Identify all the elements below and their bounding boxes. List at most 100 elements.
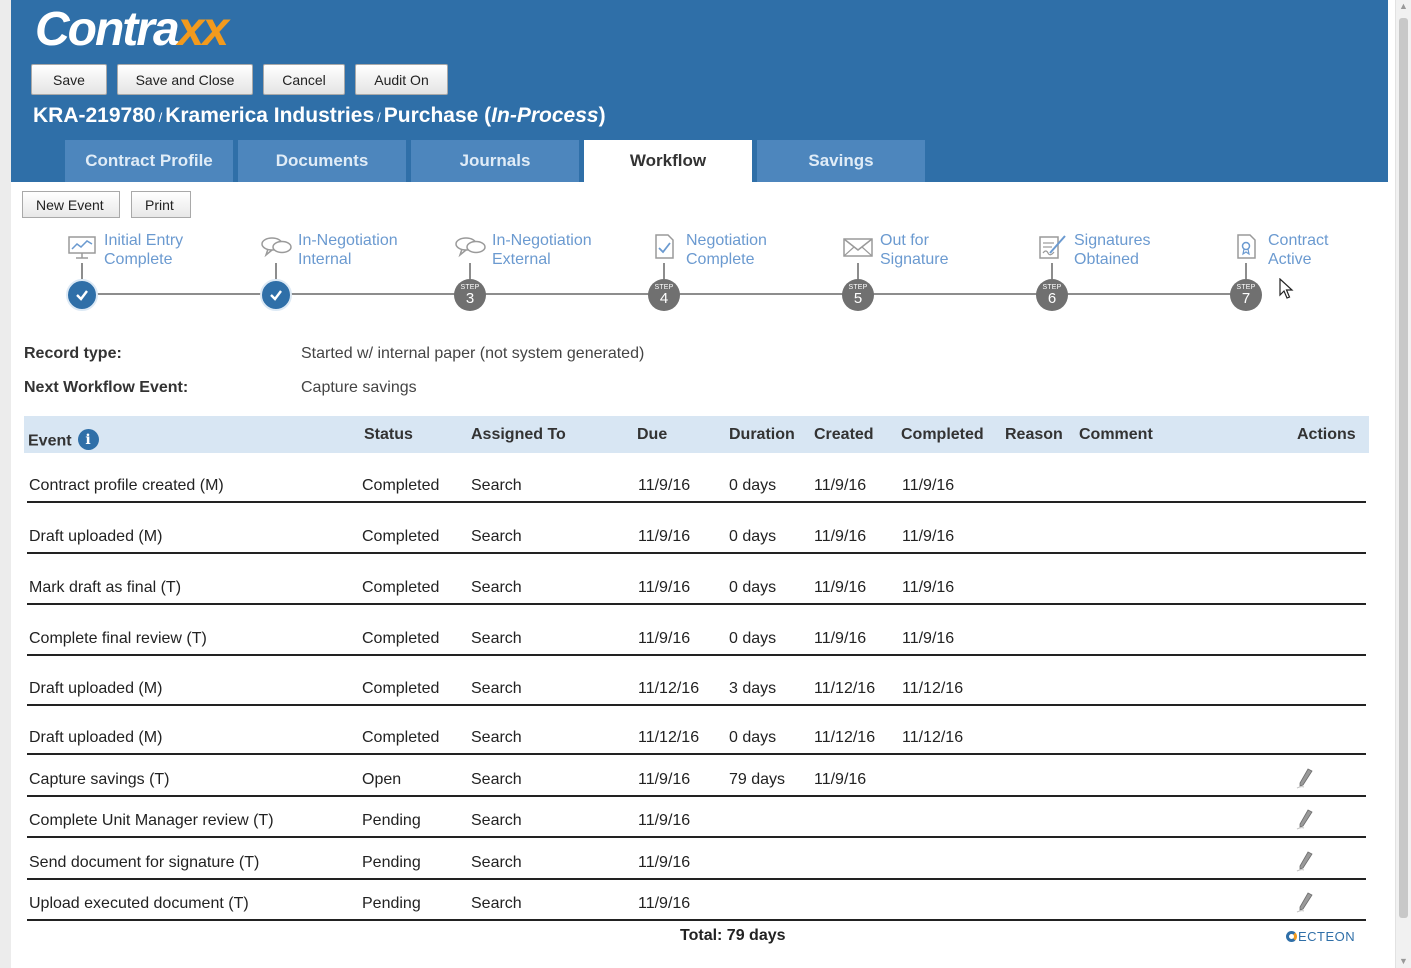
cell-event: Draft uploaded (M) <box>29 528 163 545</box>
save-and-close-button[interactable]: Save and Close <box>117 64 253 95</box>
envelope-icon <box>843 238 873 257</box>
cell-completed: 11/9/16 <box>902 528 955 545</box>
step-stem <box>1245 263 1247 279</box>
table-row: Complete Unit Manager review (T) Pending S… <box>27 797 1366 838</box>
cell-created: 11/9/16 <box>814 579 867 596</box>
table-row: Draft uploaded (M) Completed Search 11/12/1… <box>27 706 1366 755</box>
step-node[interactable] <box>66 279 98 311</box>
cell-duration: 0 days <box>729 477 777 494</box>
cell-duration: 79 days <box>729 771 786 788</box>
edit-pencil-icon[interactable] <box>1295 767 1315 789</box>
record-title: KRA-219780/Kramerica Industries / Purchase… <box>33 104 606 127</box>
header-due[interactable]: Due <box>637 426 668 443</box>
assigned-to-search-link[interactable]: Search <box>471 771 522 788</box>
cell-event: Draft uploaded (M) <box>29 729 163 746</box>
workflow-step-1[interactable]: Initial Entry Complete <box>66 225 286 315</box>
new-event-button[interactable]: New Event <box>22 191 120 218</box>
cell-created: 11/12/16 <box>814 680 876 697</box>
info-icon[interactable]: i <box>77 429 99 450</box>
step-node[interactable]: STEP 7 <box>1230 279 1262 311</box>
cell-status: Completed <box>362 680 440 697</box>
cell-due: 11/9/16 <box>638 528 691 545</box>
scroll-up-icon[interactable]: ▲ <box>1399 1 1408 11</box>
cell-duration: 0 days <box>729 528 777 545</box>
step-node[interactable] <box>260 279 292 311</box>
assigned-to-search-link[interactable]: Search <box>471 729 522 746</box>
assigned-to-search-link[interactable]: Search <box>471 812 522 829</box>
cell-status: Open <box>362 771 402 788</box>
header-completed[interactable]: Completed <box>901 426 984 443</box>
toolbar: Save Save and Close Cancel Audit On <box>31 64 448 95</box>
workflow-step-4[interactable]: Negotiation Complete STEP 4 <box>648 225 868 315</box>
cell-duration: 0 days <box>729 630 777 647</box>
cell-status: Pending <box>362 812 421 829</box>
header-status[interactable]: Status <box>364 426 413 443</box>
assigned-to-search-link[interactable]: Search <box>471 477 522 494</box>
header-reason[interactable]: Reason <box>1005 426 1063 443</box>
cell-created: 11/9/16 <box>814 630 867 647</box>
print-button[interactable]: Print <box>131 191 191 218</box>
assigned-to-search-link[interactable]: Search <box>471 895 522 912</box>
cell-created: 11/9/16 <box>814 477 867 494</box>
assigned-to-search-link[interactable]: Search <box>471 854 522 871</box>
cell-due: 11/12/16 <box>638 729 700 746</box>
chat-bubbles-icon <box>261 237 292 258</box>
cell-completed: 11/12/16 <box>902 729 964 746</box>
tab-workflow[interactable]: Workflow <box>584 140 752 182</box>
workflow-step-3[interactable]: In-Negotiation External STEP 3 <box>454 225 674 315</box>
assigned-to-search-link[interactable]: Search <box>471 630 522 647</box>
workflow-step-6[interactable]: Signatures Obtained STEP 6 <box>1036 225 1256 315</box>
cell-status: Pending <box>362 895 421 912</box>
tab-contract-profile[interactable]: Contract Profile <box>65 140 233 182</box>
tab-journals[interactable]: Journals <box>411 140 579 182</box>
table-row: Draft uploaded (M) Completed Search 11/12/1… <box>27 656 1366 706</box>
step-node[interactable]: STEP 4 <box>648 279 680 311</box>
edit-pencil-icon[interactable] <box>1295 891 1315 913</box>
scrollbar-thumb[interactable] <box>1399 18 1408 918</box>
header-duration[interactable]: Duration <box>729 426 795 443</box>
ecteon-logo: ECTEON <box>1286 929 1355 944</box>
cell-event: Draft uploaded (M) <box>29 680 163 697</box>
contract-icon <box>1237 234 1256 259</box>
step-label: In-Negotiation External <box>492 232 592 268</box>
header-created[interactable]: Created <box>814 426 874 443</box>
cell-completed: 11/9/16 <box>902 630 955 647</box>
workflow-stepper: Initial Entry Complete In-Negotiation Int… <box>0 225 1390 315</box>
audit-toggle-button[interactable]: Audit On <box>355 64 448 95</box>
table-row: Send document for signature (T) Pending Se… <box>27 838 1366 880</box>
workflow-step-2[interactable]: In-Negotiation Internal <box>260 225 480 315</box>
cell-duration: 0 days <box>729 579 777 596</box>
contraxx-logo: Contraxx <box>35 3 229 56</box>
cell-created: 11/12/16 <box>814 729 876 746</box>
assigned-to-search-link[interactable]: Search <box>471 680 522 697</box>
save-button[interactable]: Save <box>31 64 107 95</box>
step-node[interactable]: STEP 3 <box>454 279 486 311</box>
vertical-scrollbar[interactable]: ▲ ▼ <box>1395 0 1411 968</box>
scroll-down-icon[interactable]: ▼ <box>1399 956 1408 966</box>
cell-event: Mark draft as final (T) <box>29 579 182 596</box>
next-event-value: Capture savings <box>301 379 417 396</box>
step-label: In-Negotiation Internal <box>298 232 398 268</box>
workflow-step-7[interactable]: Contract Active STEP 7 <box>1230 225 1411 315</box>
cell-due: 11/9/16 <box>638 854 691 871</box>
edit-pencil-icon[interactable] <box>1295 850 1315 872</box>
cancel-button[interactable]: Cancel <box>263 64 345 95</box>
assigned-to-search-link[interactable]: Search <box>471 579 522 596</box>
header-comment[interactable]: Comment <box>1079 426 1153 443</box>
next-event-label: Next Workflow Event: <box>24 379 189 396</box>
step-node[interactable]: STEP 5 <box>842 279 874 311</box>
tab-savings[interactable]: Savings <box>757 140 925 182</box>
header-assigned-to[interactable]: Assigned To <box>471 426 566 443</box>
table-row: Contract profile created (M) Completed Sea… <box>27 453 1366 503</box>
cell-status: Completed <box>362 579 440 596</box>
step-stem <box>1051 263 1053 279</box>
workflow-step-5[interactable]: Out for Signature STEP 5 <box>842 225 1062 315</box>
header-event: Event i <box>28 429 99 451</box>
table-row: Complete final review (T) Completed Search… <box>27 605 1366 656</box>
tab-documents[interactable]: Documents <box>238 140 406 182</box>
cell-created: 11/9/16 <box>814 771 867 788</box>
assigned-to-search-link[interactable]: Search <box>471 528 522 545</box>
step-label: Initial Entry Complete <box>104 232 184 268</box>
step-node[interactable]: STEP 6 <box>1036 279 1068 311</box>
edit-pencil-icon[interactable] <box>1295 808 1315 830</box>
